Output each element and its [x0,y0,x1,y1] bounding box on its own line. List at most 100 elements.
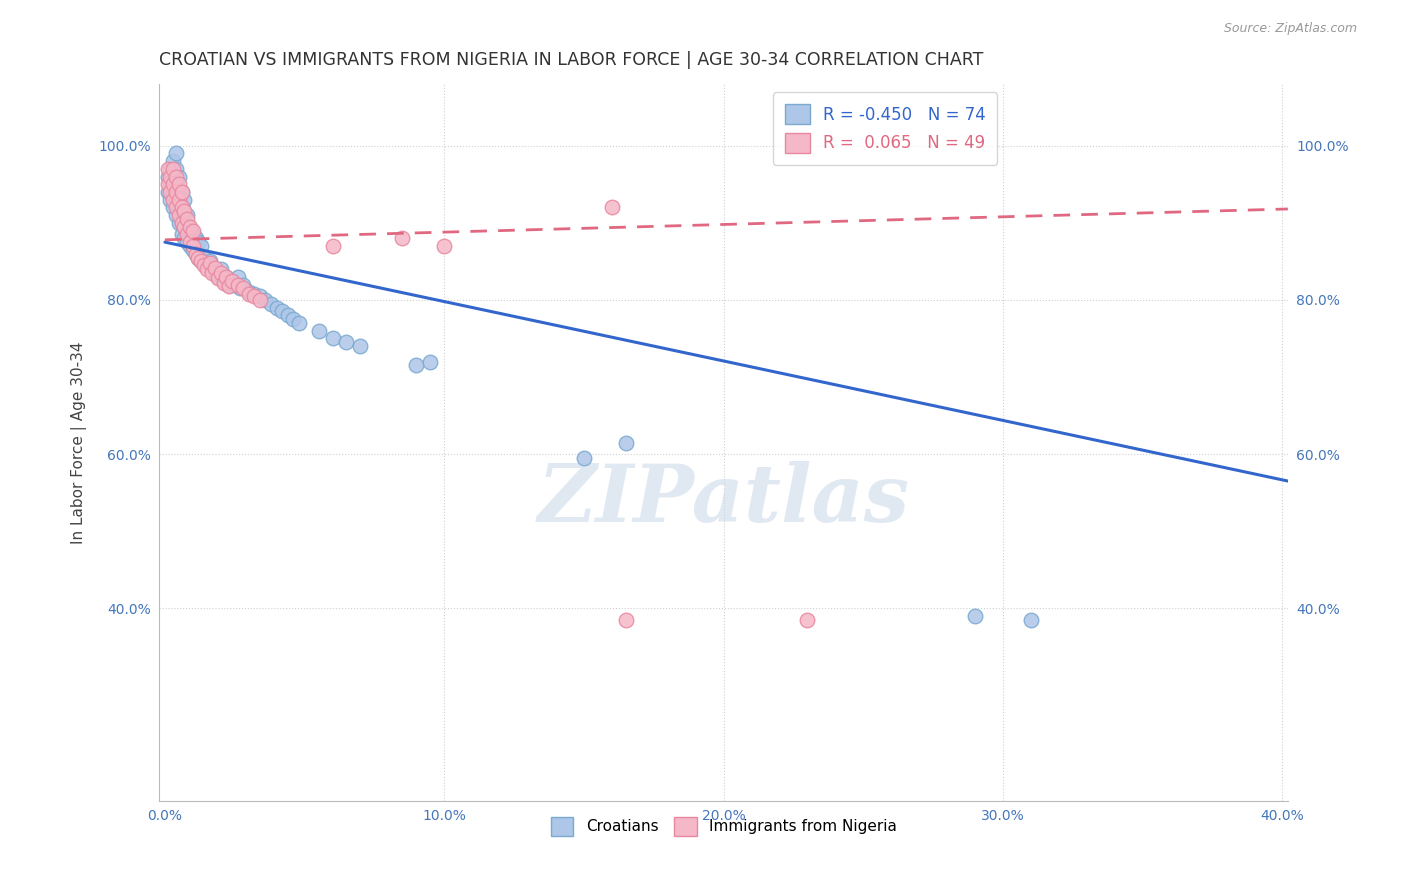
Point [176,212,198,227]
Point [600,201,623,215]
Point [221,274,243,288]
Point [165,185,187,199]
Point [238,286,260,301]
Point [243,286,266,301]
Point [184,246,207,260]
Point [170,185,193,199]
Point [215,269,238,284]
Point [173,231,195,245]
Point [335,335,357,350]
Point [190,254,212,268]
Point [266,301,288,315]
Point [181,243,204,257]
Point [179,235,201,249]
Point [218,277,240,292]
Point [433,239,456,253]
Point [165,178,187,192]
Point [254,293,277,307]
Point [963,608,986,623]
Point [156,178,179,192]
Point [165,161,187,176]
Point [176,235,198,249]
Point [271,304,294,318]
Point [176,223,198,237]
Point [159,169,181,184]
Point [187,235,209,249]
Point [173,219,195,234]
Point [321,331,343,345]
Point [170,227,193,242]
Point [209,266,232,280]
Point [226,269,249,284]
Point [159,161,181,176]
Point [156,161,179,176]
Point [224,277,246,292]
Point [207,269,229,284]
Point [204,260,226,275]
Point [249,289,271,303]
Text: ZIPatlas: ZIPatlas [537,461,910,539]
Point [156,185,179,199]
Point [162,161,184,176]
Point [159,185,181,199]
Point [243,289,266,303]
Point [162,201,184,215]
Point [195,262,218,277]
Point [167,216,190,230]
Point [162,154,184,169]
Point [796,613,818,627]
Point [195,258,218,272]
Point [167,201,190,215]
Point [165,201,187,215]
Point [181,223,204,237]
Point [173,193,195,207]
Point [238,285,260,300]
Point [232,281,254,295]
Point [173,219,195,234]
Point [159,193,181,207]
Point [170,216,193,230]
Point [173,204,195,219]
Point [167,208,190,222]
Point [165,208,187,222]
Point [614,435,637,450]
Point [190,254,212,268]
Point [308,324,330,338]
Point [391,231,413,245]
Point [260,297,283,311]
Point [218,279,240,293]
Y-axis label: In Labor Force | Age 30-34: In Labor Force | Age 30-34 [72,342,87,544]
Point [614,613,637,627]
Point [162,178,184,192]
Point [187,251,209,265]
Point [167,169,190,184]
Point [184,231,207,245]
Point [190,239,212,253]
Point [170,201,193,215]
Point [349,339,371,353]
Point [249,293,271,307]
Point [170,185,193,199]
Point [209,262,232,277]
Point [321,239,343,253]
Point [201,262,224,277]
Text: CROATIAN VS IMMIGRANTS FROM NIGERIA IN LABOR FORCE | AGE 30-34 CORRELATION CHART: CROATIAN VS IMMIGRANTS FROM NIGERIA IN L… [159,51,984,69]
Text: Source: ZipAtlas.com: Source: ZipAtlas.com [1223,22,1357,36]
Point [165,193,187,207]
Legend: Croatians, Immigrants from Nigeria: Croatians, Immigrants from Nigeria [543,810,904,844]
Point [181,239,204,253]
Point [167,185,190,199]
Point [207,271,229,285]
Point [162,185,184,199]
Point [179,223,201,237]
Point [159,178,181,192]
Point [193,251,215,265]
Point [204,266,226,280]
Point [156,169,179,184]
Point [162,169,184,184]
Point [198,254,221,268]
Point [167,193,190,207]
Point [212,274,235,288]
Point [283,312,305,326]
Point [176,227,198,242]
